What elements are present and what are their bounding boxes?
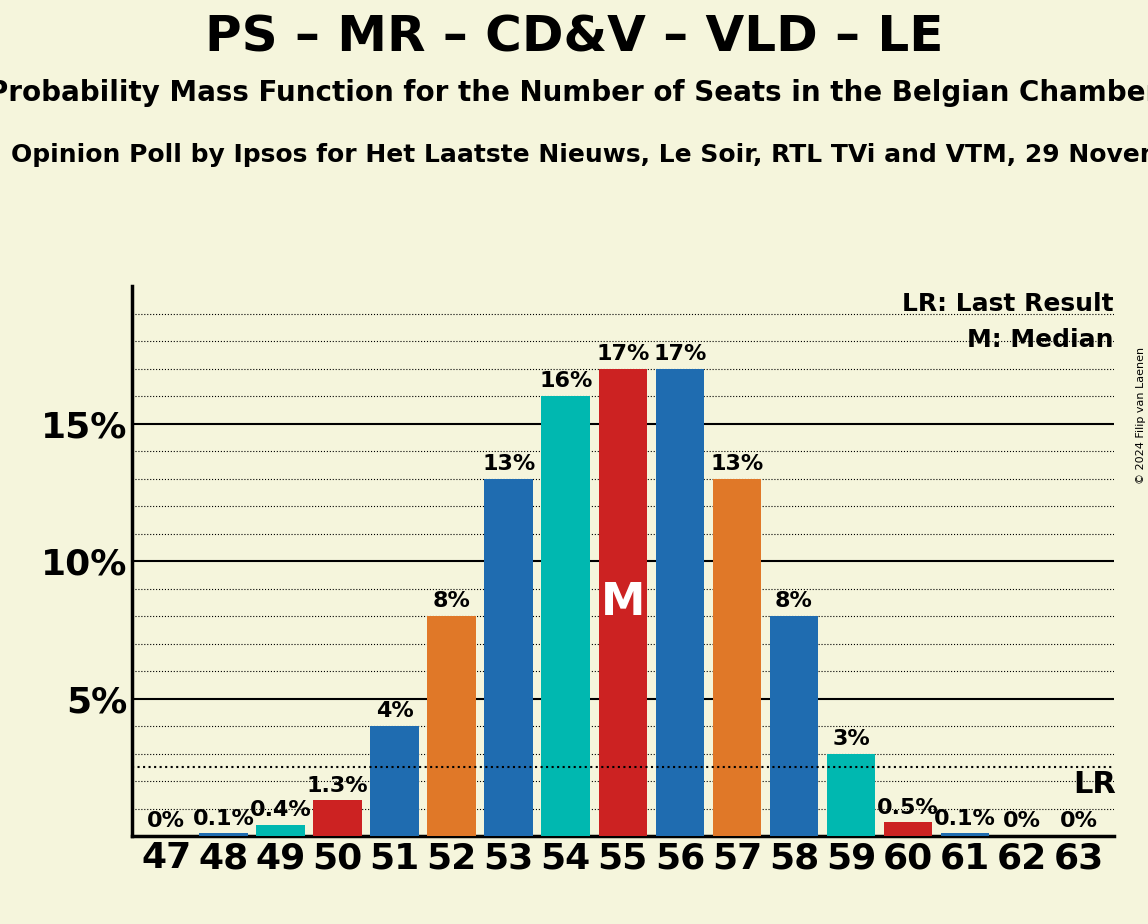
- Text: 0.4%: 0.4%: [249, 800, 311, 821]
- Text: 4%: 4%: [375, 701, 413, 722]
- Text: 17%: 17%: [596, 344, 650, 364]
- Text: 17%: 17%: [653, 344, 706, 364]
- Bar: [770, 616, 819, 836]
- Text: 0.5%: 0.5%: [877, 797, 939, 818]
- Text: 8%: 8%: [433, 591, 471, 612]
- Text: Opinion Poll by Ipsos for Het Laatste Nieuws, Le Soir, RTL TVi and VTM, 29 Novem: Opinion Poll by Ipsos for Het Laatste Ni…: [11, 143, 1148, 167]
- Bar: [941, 833, 990, 836]
- Bar: [713, 479, 761, 836]
- Text: PS – MR – CD&V – VLD – LE: PS – MR – CD&V – VLD – LE: [204, 14, 944, 62]
- Bar: [256, 825, 304, 836]
- Text: LR: LR: [1073, 770, 1116, 798]
- Text: 0.1%: 0.1%: [193, 808, 254, 829]
- Bar: [656, 369, 704, 836]
- Text: M: Median: M: Median: [967, 328, 1114, 352]
- Text: 0%: 0%: [1003, 810, 1041, 831]
- Bar: [598, 369, 647, 836]
- Bar: [427, 616, 475, 836]
- Bar: [542, 396, 590, 836]
- Text: Probability Mass Function for the Number of Seats in the Belgian Chamber: Probability Mass Function for the Number…: [0, 79, 1148, 106]
- Text: 8%: 8%: [775, 591, 813, 612]
- Bar: [313, 800, 362, 836]
- Bar: [827, 754, 875, 836]
- Text: 0%: 0%: [1061, 810, 1099, 831]
- Text: 13%: 13%: [711, 454, 763, 474]
- Text: LR: Last Result: LR: Last Result: [902, 292, 1114, 316]
- Text: 1.3%: 1.3%: [307, 775, 369, 796]
- Bar: [884, 822, 932, 836]
- Text: M: M: [600, 581, 645, 624]
- Bar: [371, 726, 419, 836]
- Text: 13%: 13%: [482, 454, 535, 474]
- Text: 0.1%: 0.1%: [934, 808, 996, 829]
- Text: 0%: 0%: [147, 810, 185, 831]
- Text: 16%: 16%: [540, 371, 592, 392]
- Text: © 2024 Filip van Laenen: © 2024 Filip van Laenen: [1135, 347, 1146, 484]
- Bar: [199, 833, 248, 836]
- Bar: [484, 479, 533, 836]
- Text: 3%: 3%: [832, 729, 870, 748]
